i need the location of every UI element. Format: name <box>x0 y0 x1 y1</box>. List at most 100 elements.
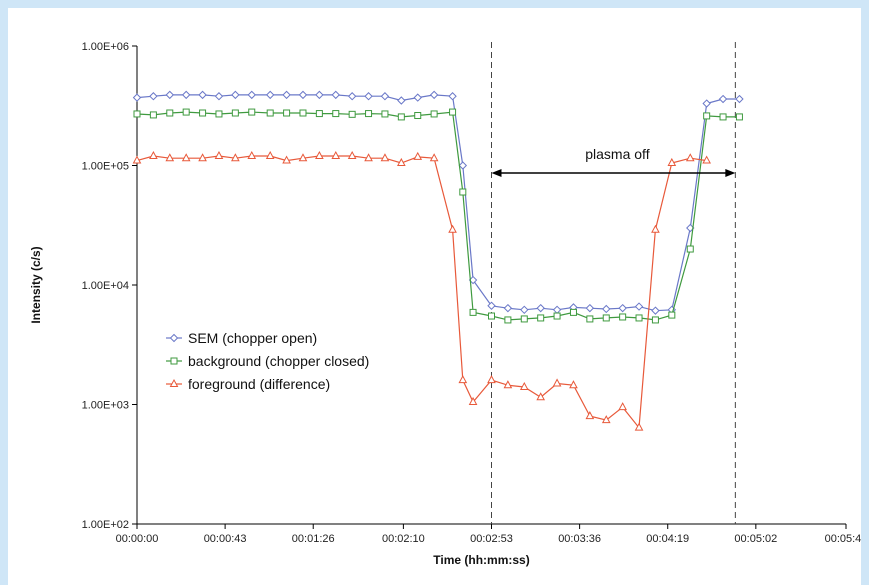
data-point <box>214 92 224 101</box>
plasma-off-annotation: plasma off <box>491 146 736 177</box>
data-point <box>331 90 340 100</box>
data-point <box>668 311 676 319</box>
data-point <box>458 375 468 384</box>
line-chart: 1.00E+02 1.00E+03 1.00E+04 1.00E+05 1.00E+06… <box>29 41 861 567</box>
series-layer <box>132 90 744 431</box>
data-point <box>719 113 727 121</box>
data-point <box>265 90 275 100</box>
data-point <box>686 245 694 253</box>
data-point <box>364 153 373 162</box>
data-point <box>380 153 390 162</box>
data-point <box>347 92 357 101</box>
data-point <box>315 150 324 160</box>
data-point <box>601 415 611 424</box>
data-point <box>231 153 240 162</box>
data-point <box>149 111 157 119</box>
data-point <box>667 157 677 166</box>
x-ticks: 00:00:00 00:00:43 00:01:26 00:02:10 00:02:53… <box>116 524 861 545</box>
data-point <box>503 380 513 389</box>
x-tick-label: 00:02:53 <box>470 533 513 545</box>
data-point <box>231 90 240 100</box>
data-point <box>397 96 406 105</box>
data-point <box>602 314 610 322</box>
data-point <box>552 305 562 315</box>
data-point <box>702 99 711 108</box>
data-point <box>459 188 467 196</box>
data-point <box>448 92 457 101</box>
y-tick-label: 1.00E+02 <box>82 519 129 531</box>
data-point <box>503 303 513 313</box>
series-2 <box>133 108 743 324</box>
data-point <box>536 303 545 313</box>
data-point <box>348 110 356 118</box>
data-point <box>198 90 207 100</box>
data-point <box>487 375 496 384</box>
data-point <box>520 315 528 323</box>
data-point <box>488 312 495 320</box>
legend-label: foreground (difference) <box>188 376 330 392</box>
data-point <box>181 153 191 162</box>
data-point <box>703 112 711 120</box>
x-tick-label: 00:04:19 <box>646 533 689 545</box>
data-point <box>619 313 627 321</box>
data-point <box>347 150 357 160</box>
x-tick-label: 00:02:10 <box>382 533 425 545</box>
data-point <box>553 312 561 320</box>
data-point <box>569 380 578 389</box>
data-point <box>585 411 595 420</box>
data-point <box>199 109 207 117</box>
data-point <box>331 150 341 160</box>
data-point <box>365 110 373 118</box>
arrowhead-left <box>491 169 502 177</box>
legend-swatch-marker <box>169 333 179 343</box>
data-point <box>469 308 477 316</box>
x-tick-label: 00:05:46 <box>825 533 861 545</box>
data-point <box>299 109 307 117</box>
data-point <box>133 110 141 118</box>
y-ticks: 1.00E+02 1.00E+03 1.00E+04 1.00E+05 1.00E+06 <box>82 41 137 531</box>
data-point <box>429 153 439 162</box>
data-point <box>735 113 743 121</box>
data-point <box>181 90 191 100</box>
data-point <box>569 308 577 316</box>
y-tick-label: 1.00E+04 <box>82 280 129 292</box>
data-point <box>520 305 529 315</box>
series-1 <box>132 90 744 315</box>
legend: SEM (chopper open) background (chopper cl… <box>166 330 369 392</box>
data-point <box>519 381 529 391</box>
series-line <box>136 155 707 430</box>
data-point <box>468 396 478 405</box>
data-point <box>634 302 644 311</box>
data-point <box>315 110 323 118</box>
data-point <box>586 315 594 323</box>
data-point <box>149 150 158 160</box>
data-point <box>248 108 256 116</box>
data-point <box>332 110 340 118</box>
data-point <box>149 92 158 101</box>
y-axis-title: Intensity (c/s) <box>29 246 43 323</box>
chart-frame: 1.00E+02 1.00E+03 1.00E+04 1.00E+05 1.00E+06… <box>8 8 861 585</box>
data-point <box>487 301 496 310</box>
data-point <box>651 316 659 324</box>
data-point <box>283 109 291 117</box>
data-point <box>702 155 711 164</box>
series-3 <box>132 150 711 431</box>
data-point <box>537 314 545 322</box>
data-point <box>635 314 643 322</box>
data-point <box>414 112 422 120</box>
data-point <box>166 109 174 117</box>
arrowhead-right <box>725 169 736 177</box>
legend-item: foreground (difference) <box>166 376 330 392</box>
data-point <box>602 304 611 314</box>
data-point <box>298 90 308 100</box>
data-point <box>165 90 174 100</box>
data-point <box>430 110 438 118</box>
data-point <box>413 93 422 102</box>
plasma-off-markers <box>491 42 736 524</box>
legend-label: SEM (chopper open) <box>188 330 317 346</box>
legend-item: background (chopper closed) <box>166 353 369 369</box>
legend-swatch-marker <box>170 357 178 365</box>
y-tick-label: 1.00E+03 <box>82 400 129 412</box>
data-point <box>364 92 373 101</box>
data-point <box>282 155 291 164</box>
